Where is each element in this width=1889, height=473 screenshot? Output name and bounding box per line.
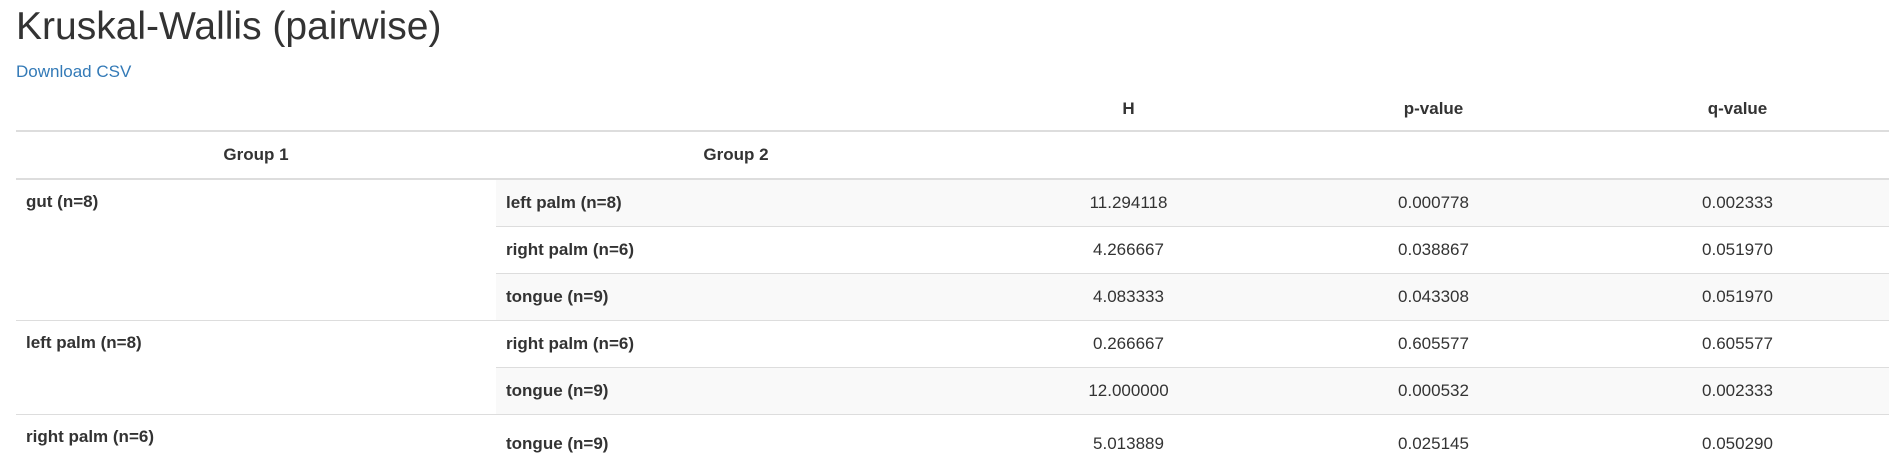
q-value-cell: 0.605577 — [1586, 321, 1889, 368]
page-title: Kruskal-Wallis (pairwise) — [16, 5, 441, 49]
empty-header-cell — [496, 88, 976, 131]
group2-cell: left palm (n=8) — [496, 179, 976, 227]
p-value-cell: 0.000778 — [1281, 179, 1586, 227]
q-value-cell: 0.002333 — [1586, 368, 1889, 415]
group-header-row: Group 1 Group 2 — [16, 131, 1889, 179]
h-value-cell: 0.266667 — [976, 321, 1281, 368]
group2-cell: tongue (n=9) — [496, 274, 976, 321]
h-value-cell: 4.083333 — [976, 274, 1281, 321]
p-value-cell: 0.000532 — [1281, 368, 1586, 415]
p-value-column-header[interactable]: p-value — [1281, 88, 1586, 131]
group1-cell: gut (n=8) — [16, 179, 496, 321]
table-row: left palm (n=8) right palm (n=6) 0.26666… — [16, 321, 1889, 368]
group2-cell: tongue (n=9) — [496, 415, 976, 473]
p-value-cell: 0.038867 — [1281, 227, 1586, 274]
table-row: gut (n=8) left palm (n=8) 11.294118 0.00… — [16, 179, 1889, 227]
group2-cell: right palm (n=6) — [496, 321, 976, 368]
p-value-cell: 0.025145 — [1281, 415, 1586, 473]
group1-column-header[interactable]: Group 1 — [16, 131, 496, 179]
h-value-cell: 11.294118 — [976, 179, 1281, 227]
stat-header-row: H p-value q-value — [16, 88, 1889, 131]
q-value-column-header[interactable]: q-value — [1586, 88, 1889, 131]
h-value-cell: 5.013889 — [976, 415, 1281, 473]
q-value-cell: 0.002333 — [1586, 179, 1889, 227]
group1-cell: left palm (n=8) — [16, 321, 496, 415]
p-value-cell: 0.043308 — [1281, 274, 1586, 321]
q-value-cell: 0.050290 — [1586, 415, 1889, 473]
h-value-cell: 4.266667 — [976, 227, 1281, 274]
group2-cell: tongue (n=9) — [496, 368, 976, 415]
q-value-cell: 0.051970 — [1586, 274, 1889, 321]
download-csv-link[interactable]: Download CSV — [16, 62, 131, 82]
group1-cell: right palm (n=6) — [16, 415, 496, 473]
empty-header-cell — [1281, 131, 1586, 179]
h-column-header[interactable]: H — [976, 88, 1281, 131]
q-value-cell: 0.051970 — [1586, 227, 1889, 274]
p-value-cell: 0.605577 — [1281, 321, 1586, 368]
empty-header-cell — [976, 131, 1281, 179]
group2-column-header[interactable]: Group 2 — [496, 131, 976, 179]
group2-cell: right palm (n=6) — [496, 227, 976, 274]
table-row: right palm (n=6) tongue (n=9) 5.013889 0… — [16, 415, 1889, 473]
empty-header-cell — [1586, 131, 1889, 179]
empty-header-cell — [16, 88, 496, 131]
h-value-cell: 12.000000 — [976, 368, 1281, 415]
pairwise-results-table: H p-value q-value Group 1 Group 2 gut (n… — [16, 88, 1889, 473]
